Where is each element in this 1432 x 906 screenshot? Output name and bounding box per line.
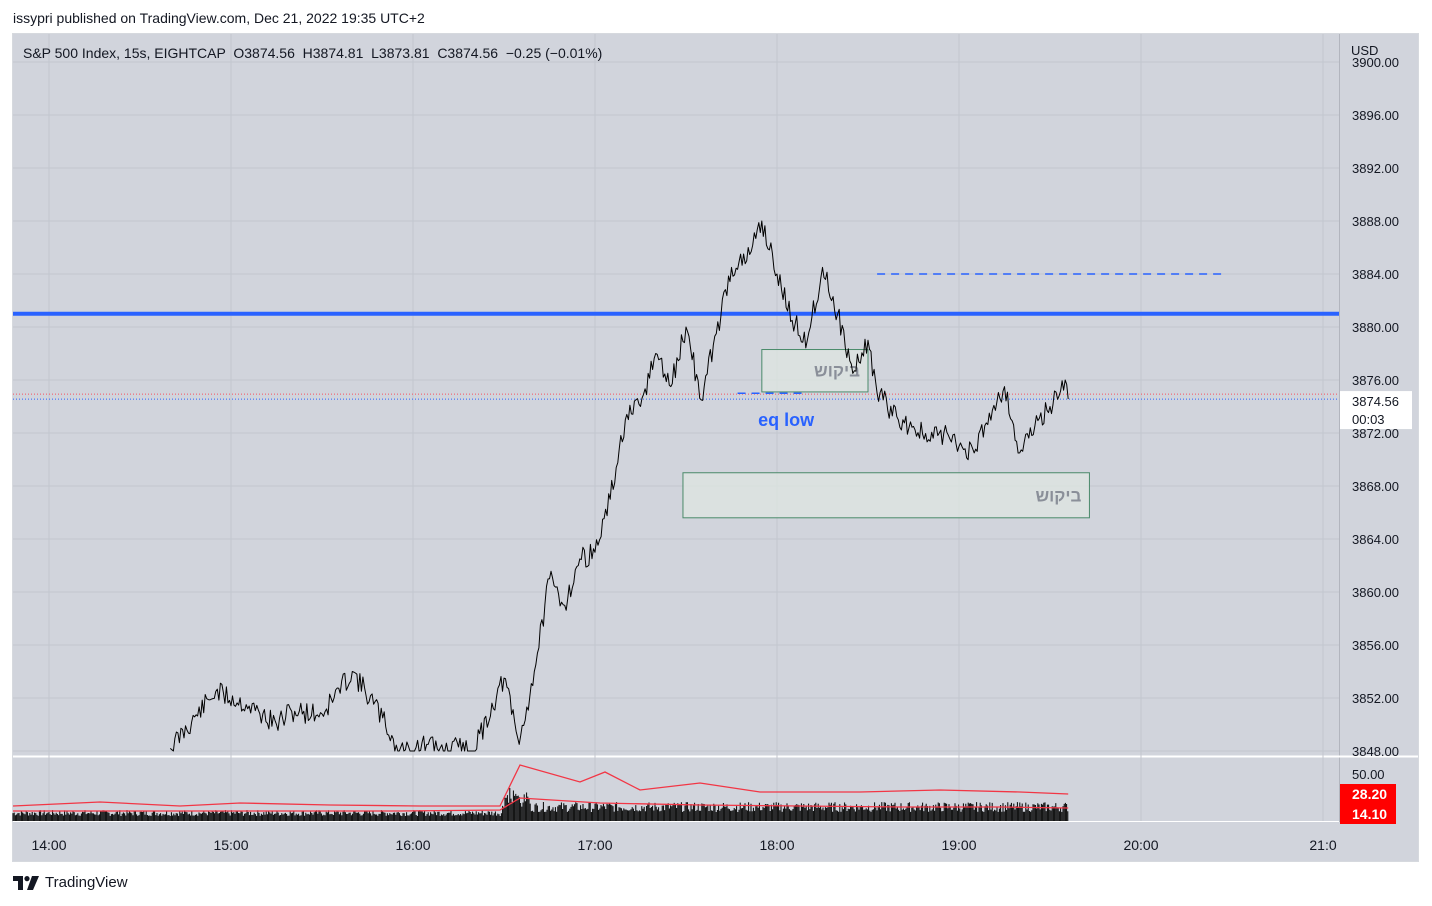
- time-tick-label: 19:00: [941, 837, 976, 853]
- volume-background: [13, 757, 1339, 821]
- price-tick-label: 3864.00: [1352, 532, 1399, 547]
- chart-annotations: eq low: [758, 410, 815, 430]
- volume-badge: [1340, 784, 1396, 804]
- price-tick-label: 3852.00: [1352, 691, 1399, 706]
- volume-tick-label: 50.00: [1352, 767, 1385, 782]
- price-tick-label: 3900.00: [1352, 55, 1399, 70]
- price-tick-label: 3848.00: [1352, 744, 1399, 759]
- volume-ma-long: [12, 764, 1069, 807]
- price-tick-label: 3860.00: [1352, 585, 1399, 600]
- legend-symbol: S&P 500 Index, 15s, EIGHTCAP: [23, 45, 226, 61]
- published-caption: issypri published on TradingView.com, De…: [13, 10, 425, 26]
- volume-panel: [12, 764, 1069, 821]
- price-tick-label: 3868.00: [1352, 479, 1399, 494]
- currency-label: USD: [1351, 43, 1378, 58]
- time-tick-label: 21:0: [1309, 837, 1336, 853]
- time-axis-background: [13, 822, 1418, 861]
- price-series: [169, 220, 1069, 752]
- tradingview-logo-icon: [13, 875, 39, 890]
- grid-lines: [13, 34, 1339, 821]
- time-tick-label: 17:00: [577, 837, 612, 853]
- eq-low-label: eq low: [758, 410, 815, 430]
- demand-zone: [682, 472, 1090, 519]
- bar-countdown: 00:03: [1352, 412, 1385, 427]
- brand-name: TradingView: [45, 874, 128, 891]
- volume-bars: [12, 788, 1069, 821]
- legend-ohlc: O3874.56 H3874.81 L3873.81 C3874.56 −0.2…: [233, 45, 603, 61]
- volume-badge-value: 28.20: [1352, 786, 1387, 802]
- price-tick-label: 3892.00: [1352, 161, 1399, 176]
- volume-badge: [1340, 804, 1396, 824]
- price-tick-label: 3880.00: [1352, 320, 1399, 335]
- volume-ma-short: [13, 797, 1069, 812]
- time-tick-label: 15:00: [213, 837, 248, 853]
- time-tick-label: 20:00: [1123, 837, 1158, 853]
- time-axis[interactable]: 14:00 15:00 16:00 17:00 18:00 19:00 20:00 21:0: [31, 837, 1336, 853]
- price-tick-label: 3896.00: [1352, 108, 1399, 123]
- demand-zones: ביקוש ביקוש: [682, 349, 1090, 519]
- plot-background: [13, 34, 1339, 756]
- last-price-badge: [1340, 391, 1412, 430]
- tradingview-brand[interactable]: TradingView: [13, 874, 128, 891]
- demand-zone: [761, 349, 869, 393]
- price-levels: [13, 273, 1339, 400]
- last-price-value: 3874.56: [1352, 394, 1399, 409]
- symbol-legend: S&P 500 Index, 15s, EIGHTCAP O3874.56 H3…: [23, 45, 602, 61]
- price-tick-label: 3856.00: [1352, 638, 1399, 653]
- price-tick-label: 3872.00: [1352, 426, 1399, 441]
- volume-badge-value: 14.10: [1352, 806, 1387, 822]
- price-tick-label: 3884.00: [1352, 267, 1399, 282]
- time-tick-label: 16:00: [395, 837, 430, 853]
- zone-label: ביקוש: [814, 362, 860, 381]
- price-axis[interactable]: USD 3848.00 3852.00 3856.00 3860.00 3864.00 38…: [1340, 43, 1412, 824]
- price-tick-label: 3876.00: [1352, 373, 1399, 388]
- time-tick-label: 18:00: [759, 837, 794, 853]
- zone-label: ביקוש: [1035, 486, 1081, 505]
- price-line: [169, 220, 1069, 752]
- chart-frame[interactable]: [12, 33, 1419, 862]
- time-tick-label: 14:00: [31, 837, 66, 853]
- price-tick-label: 3888.00: [1352, 214, 1399, 229]
